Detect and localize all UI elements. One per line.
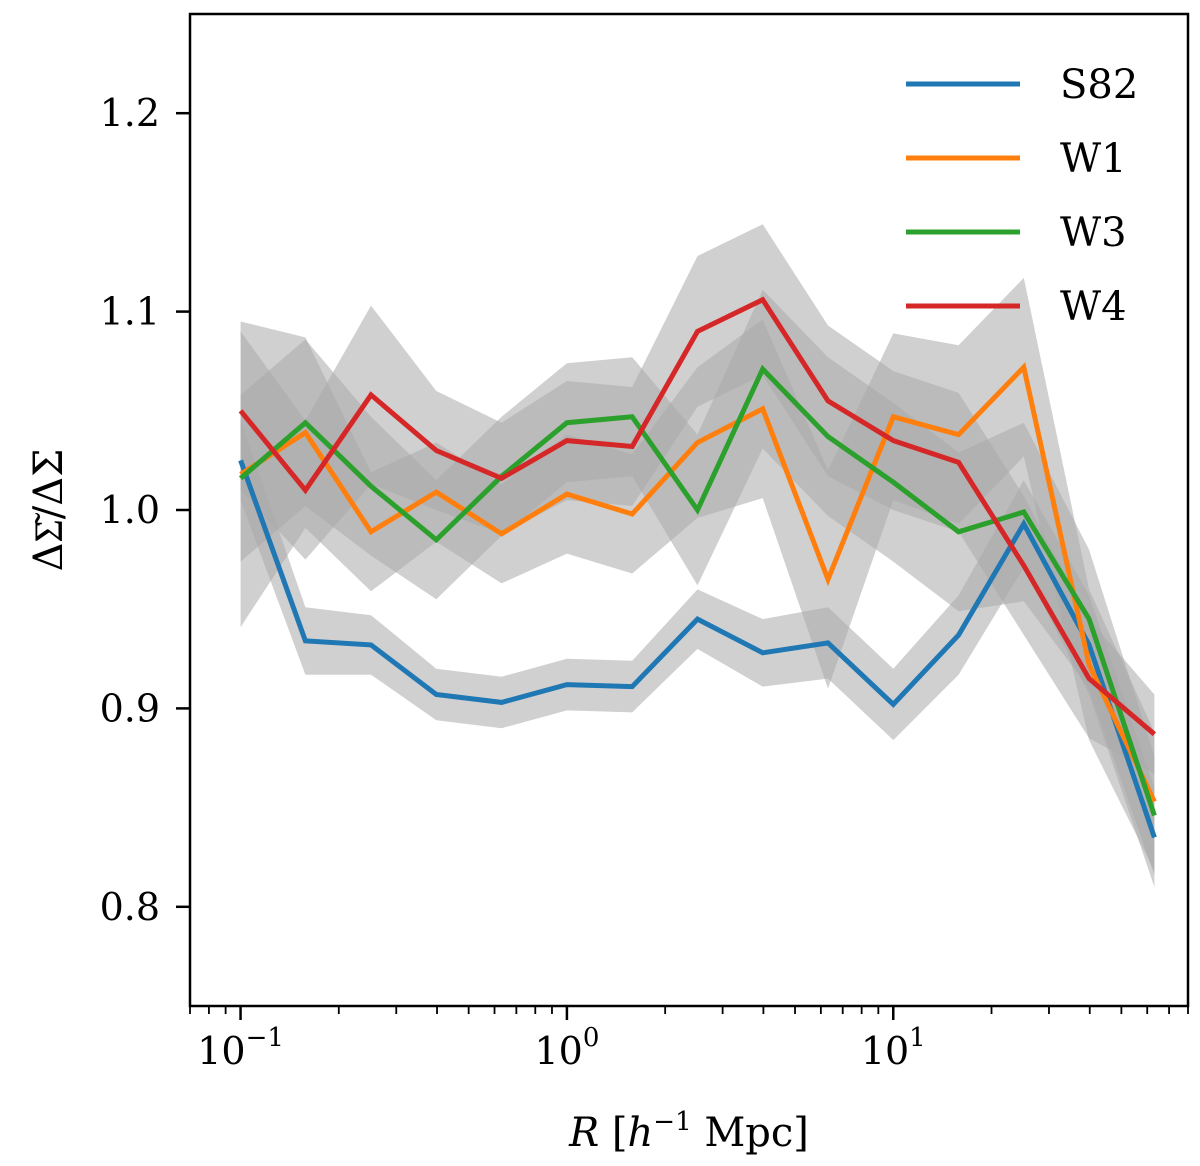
x-axis-label: R [h−1 Mpc]: [568, 1107, 809, 1156]
legend-label-w1: W1: [1060, 136, 1127, 182]
series-lines: [238, 296, 1157, 839]
series-w1: [239, 362, 1157, 803]
legend-item-s82: S82: [906, 62, 1138, 108]
legend-item-w3: W3: [906, 210, 1127, 256]
x-tick-labels: 10−1 100 101: [197, 1023, 926, 1073]
x-tick-label-0: 10−1: [197, 1023, 284, 1073]
y-tick-label-2: 1.0: [100, 488, 160, 532]
legend-label-s82: S82: [1060, 62, 1138, 108]
y-tick-label-4: 1.2: [100, 91, 160, 135]
series-s82: [238, 459, 1157, 839]
y-tick-labels: 0.8 0.9 1.0 1.1 1.2: [100, 91, 160, 929]
legend-item-w4: W4: [906, 284, 1127, 330]
y-tick-label-0: 0.8: [100, 885, 160, 929]
legend-label-w4: W4: [1060, 284, 1127, 330]
y-tick-label-3: 1.1: [100, 290, 160, 334]
series-w3: [238, 364, 1157, 817]
y-tick-label-1: 0.9: [100, 686, 160, 730]
legend-label-w3: W3: [1060, 210, 1127, 256]
axis-ticks: [176, 111, 1189, 1020]
x-tick-label-1: 100: [534, 1023, 599, 1073]
legend: S82 W1 W3 W4: [906, 62, 1138, 330]
legend-item-w1: W1: [906, 136, 1127, 182]
x-tick-label-2: 101: [861, 1023, 926, 1073]
y-axis-label: ΔΣ͂/ΔΣ: [26, 449, 72, 572]
series-w4: [238, 296, 1157, 737]
